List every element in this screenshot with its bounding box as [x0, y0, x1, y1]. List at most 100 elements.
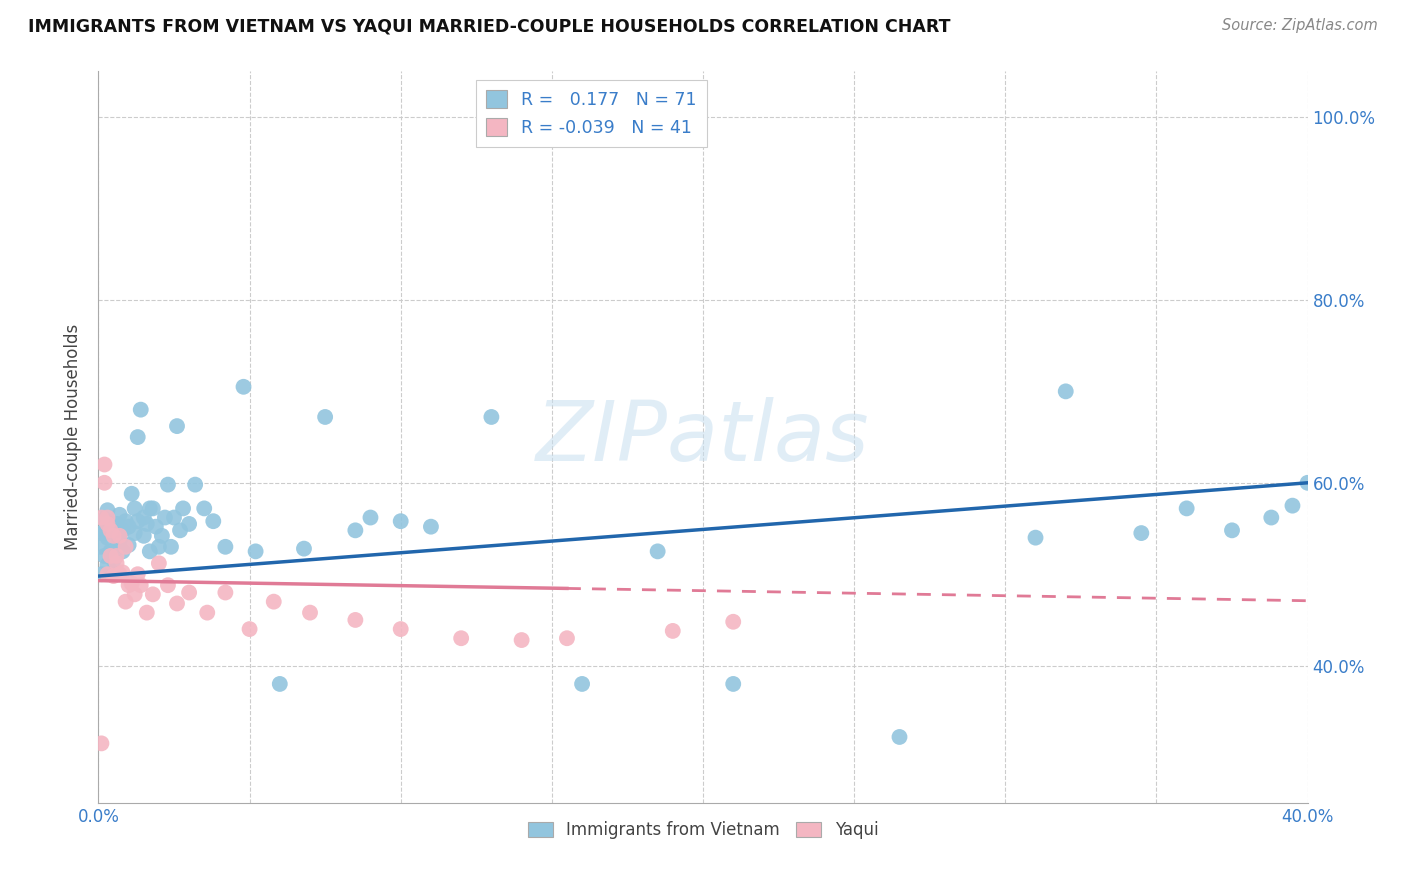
Point — [127, 567, 149, 582]
Point — [450, 632, 472, 646]
Legend: Immigrants from Vietnam, Yaqui: Immigrants from Vietnam, Yaqui — [522, 814, 884, 846]
Point — [661, 624, 683, 638]
Point — [145, 519, 167, 533]
Point — [135, 606, 157, 620]
Point — [108, 508, 131, 522]
Point — [156, 477, 179, 491]
Point — [150, 529, 173, 543]
Point — [1175, 501, 1198, 516]
Point — [142, 587, 165, 601]
Point — [127, 430, 149, 444]
Point — [139, 501, 162, 516]
Point — [647, 544, 669, 558]
Point — [100, 524, 122, 538]
Point — [132, 529, 155, 543]
Point — [100, 516, 122, 531]
Text: ZIPatlas: ZIPatlas — [536, 397, 870, 477]
Point — [124, 587, 146, 601]
Point — [1054, 384, 1077, 399]
Point — [111, 524, 134, 538]
Point — [96, 510, 118, 524]
Point — [245, 544, 267, 558]
Point — [132, 510, 155, 524]
Point — [232, 380, 254, 394]
Point — [129, 402, 152, 417]
Text: IMMIGRANTS FROM VIETNAM VS YAQUI MARRIED-COUPLE HOUSEHOLDS CORRELATION CHART: IMMIGRANTS FROM VIETNAM VS YAQUI MARRIED… — [28, 18, 950, 36]
Point — [214, 540, 236, 554]
Point — [103, 524, 125, 538]
Point — [510, 633, 533, 648]
Point — [344, 613, 367, 627]
Point — [1260, 510, 1282, 524]
Point — [105, 516, 128, 531]
Point — [723, 677, 745, 691]
Point — [121, 487, 143, 501]
Point — [314, 409, 336, 424]
Point — [103, 569, 125, 583]
Point — [103, 529, 125, 543]
Point — [344, 524, 367, 538]
Point — [142, 501, 165, 516]
Point — [292, 541, 315, 556]
Point — [169, 524, 191, 538]
Point — [111, 544, 134, 558]
Point — [139, 544, 162, 558]
Point — [135, 516, 157, 531]
Point — [111, 566, 134, 580]
Point — [118, 578, 141, 592]
Point — [389, 514, 412, 528]
Point — [93, 549, 115, 563]
Point — [269, 677, 291, 691]
Point — [96, 531, 118, 545]
Point — [96, 567, 118, 582]
Point — [166, 597, 188, 611]
Point — [202, 514, 225, 528]
Point — [420, 519, 443, 533]
Text: Source: ZipAtlas.com: Source: ZipAtlas.com — [1222, 18, 1378, 33]
Point — [571, 677, 593, 691]
Y-axis label: Married-couple Households: Married-couple Households — [65, 324, 83, 550]
Point — [108, 533, 131, 547]
Point — [299, 606, 322, 620]
Point — [118, 519, 141, 533]
Point — [129, 578, 152, 592]
Point — [90, 526, 112, 541]
Point — [193, 501, 215, 516]
Point — [184, 477, 207, 491]
Point — [214, 585, 236, 599]
Point — [163, 510, 186, 524]
Point — [121, 576, 143, 591]
Point — [263, 595, 285, 609]
Point — [195, 606, 218, 620]
Point — [93, 526, 115, 541]
Point — [103, 553, 125, 567]
Point — [179, 585, 201, 599]
Point — [90, 540, 112, 554]
Point — [360, 510, 382, 524]
Point — [108, 567, 131, 582]
Point — [127, 514, 149, 528]
Point — [153, 510, 176, 524]
Point — [96, 516, 118, 531]
Point — [172, 501, 194, 516]
Point — [96, 503, 118, 517]
Point — [1024, 531, 1046, 545]
Point — [160, 540, 183, 554]
Point — [889, 730, 911, 744]
Point — [166, 419, 188, 434]
Point — [114, 514, 136, 528]
Point — [1281, 499, 1303, 513]
Point — [108, 529, 131, 543]
Point — [90, 567, 112, 582]
Point — [90, 510, 112, 524]
Point — [90, 736, 112, 750]
Point — [124, 526, 146, 541]
Point — [105, 541, 128, 556]
Point — [93, 458, 115, 472]
Point — [555, 632, 578, 646]
Point — [114, 595, 136, 609]
Point — [93, 512, 115, 526]
Point — [93, 475, 115, 490]
Point — [148, 556, 170, 570]
Point — [118, 538, 141, 552]
